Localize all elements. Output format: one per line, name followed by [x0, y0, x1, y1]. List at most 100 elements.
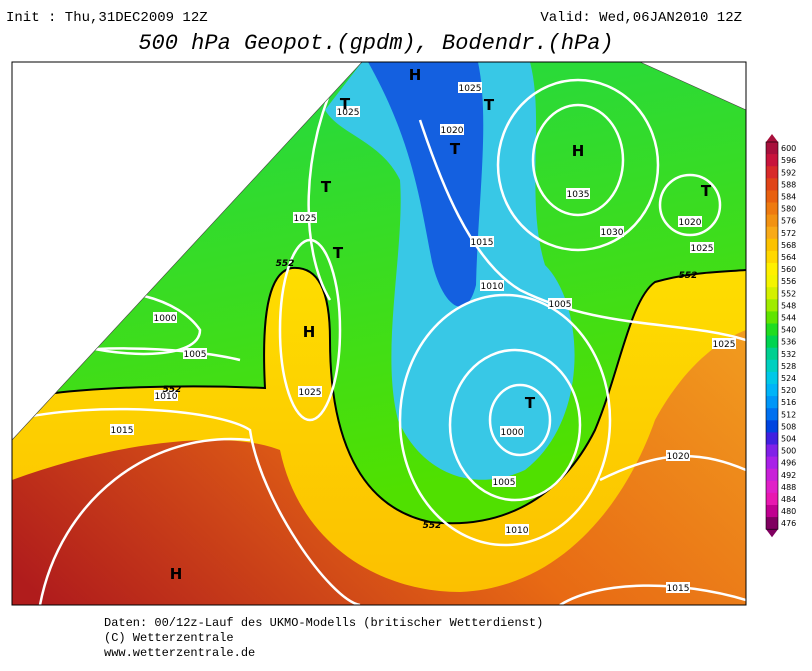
- pressure-label: 1020: [667, 452, 690, 462]
- pressure-label: 1025: [294, 214, 317, 224]
- colorbar-frame: [765, 141, 779, 530]
- colorbar-tick-label: 532: [781, 350, 796, 359]
- label-box: [666, 450, 690, 461]
- contour-label: 552: [423, 521, 442, 531]
- colorbar-tick-label: 504: [781, 434, 796, 443]
- label-box: [690, 242, 714, 253]
- label-box: [480, 280, 504, 291]
- colorbar-tick-label: 600: [781, 144, 796, 153]
- label-box: [298, 386, 322, 397]
- colorbar-swatch: [766, 408, 778, 421]
- colorbar-tick-label: 500: [781, 447, 796, 456]
- colorbar-swatch: [766, 299, 778, 312]
- colorbar-swatch: [766, 456, 778, 470]
- pressure-label: 1005: [493, 478, 516, 488]
- pressure-label: 1025: [337, 108, 360, 118]
- colorbar-tick-label: 496: [781, 459, 796, 468]
- colorbar-tick-label: 536: [781, 338, 796, 347]
- colorbar-swatch: [766, 190, 778, 203]
- colorbar-swatch: [766, 384, 778, 397]
- pressure-center: T: [484, 96, 495, 114]
- pressure-label: 1025: [299, 388, 322, 398]
- footer-line: www.wetterzentrale.de: [104, 646, 255, 660]
- pressure-label: 1015: [111, 426, 134, 436]
- colorbar-swatch: [766, 347, 778, 361]
- colorbar-tick-label: 492: [781, 471, 796, 480]
- colorbar-swatch: [766, 154, 778, 167]
- colorbar-tick-label: 484: [781, 495, 796, 504]
- colorbar-tick-label: 592: [781, 168, 796, 177]
- colorbar-swatch: [766, 468, 778, 482]
- contour-label: 552: [276, 259, 295, 269]
- colorbar-tick-label: 572: [781, 229, 796, 238]
- footer-line: (C) Wetterzentrale: [104, 631, 234, 645]
- pressure-center: T: [321, 178, 332, 196]
- colorbar: 600 596 592 588 584 580 576 572 568 564 560 556 552 5…: [765, 134, 796, 538]
- pressure-label: 1010: [506, 526, 529, 536]
- label-box: [110, 424, 134, 435]
- pressure-label: 1010: [481, 282, 504, 292]
- pressure-label: 1015: [471, 238, 494, 248]
- pressure-label: 1010: [155, 392, 178, 402]
- pressure-label: 1000: [154, 314, 177, 324]
- colorbar-swatch: [766, 335, 778, 349]
- pressure-label: 1000: [501, 428, 524, 438]
- colorbar-tick-label: 580: [781, 205, 796, 214]
- pressure-label: 1005: [549, 300, 572, 310]
- colorbar-swatch: [766, 166, 778, 179]
- label-box: [458, 82, 482, 93]
- pressure-label: 1025: [713, 340, 736, 350]
- colorbar-swatch: [766, 226, 778, 240]
- label-box: [500, 426, 524, 437]
- map-title: 500 hPa Geopot.(gpdm), Bodendr.(hPa): [138, 31, 613, 56]
- colorbar-tick-label: 508: [781, 422, 796, 431]
- pressure-label: 1030: [601, 228, 624, 238]
- map-frame: [11, 61, 747, 606]
- colorbar-cap: [766, 529, 778, 538]
- colorbar-tick-label: 548: [781, 301, 796, 310]
- label-box: [154, 390, 178, 401]
- colorbar-swatch: [766, 480, 778, 494]
- contour-label: 552: [679, 271, 698, 281]
- colorbar-tick-label: 568: [781, 241, 796, 250]
- colorbar-swatch: [766, 202, 778, 215]
- colorbar-tick-label: 516: [781, 398, 796, 407]
- map-labels: 1025 1025 1020 1035 1030 1020 1025 1025 1015 1010…: [110, 66, 736, 594]
- colorbar-swatch: [766, 432, 778, 445]
- colorbar-tick-label: 480: [781, 507, 796, 516]
- colorbar-swatch: [766, 178, 778, 191]
- label-box: [440, 124, 464, 135]
- colorbar-swatch: [766, 275, 778, 288]
- pressure-center: T: [340, 95, 351, 113]
- colorbar-swatch: [766, 263, 778, 276]
- label-box: [470, 236, 494, 247]
- pressure-label: 1035: [567, 190, 590, 200]
- colorbar-swatch: [766, 250, 778, 264]
- contour-label: 552: [163, 385, 182, 395]
- colorbar-swatch: [766, 142, 778, 155]
- colorbar-swatch: [766, 492, 778, 506]
- colorbar-tick-label: 576: [781, 217, 796, 226]
- cold-core: [368, 62, 484, 307]
- colorbar-tick-label: 560: [781, 265, 796, 274]
- colorbar-swatch: [766, 371, 778, 385]
- label-box: [505, 524, 529, 535]
- colorbar-tick-label: 584: [781, 192, 796, 201]
- pressure-label: 1025: [459, 84, 482, 94]
- pressure-center: H: [572, 142, 585, 160]
- label-box: [183, 348, 207, 359]
- colorbar-tick-label: 544: [781, 313, 796, 322]
- colorbar-swatch: [766, 420, 778, 433]
- pressure-label: 1015: [667, 584, 690, 594]
- label-box: [712, 338, 736, 349]
- colorbar-tick-label: 552: [781, 289, 796, 298]
- label-box: [492, 476, 516, 487]
- pressure-center: H: [170, 565, 183, 583]
- footer-line: Daten: 00/12z-Lauf des UKMO-Modells (bri…: [104, 616, 543, 630]
- pressure-label: 1005: [184, 350, 207, 360]
- label-box: [666, 582, 690, 593]
- map: 1025 1025 1020 1035 1030 1020 1025 1025 1015 1010…: [11, 61, 747, 606]
- colorbar-swatch: [766, 444, 778, 457]
- pressure-center: T: [701, 182, 712, 200]
- pressure-label: 1020: [679, 218, 702, 228]
